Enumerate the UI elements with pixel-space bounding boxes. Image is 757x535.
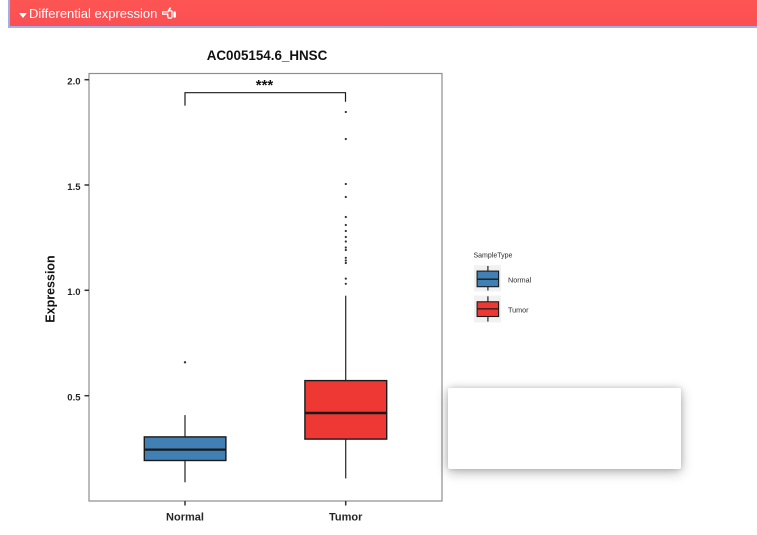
svg-text:2.0: 2.0 [67,77,80,88]
svg-text:***: *** [256,77,274,94]
svg-text:1.5: 1.5 [67,182,81,193]
svg-text:Tumor: Tumor [329,512,363,524]
svg-text:Normal: Normal [166,512,204,524]
svg-text:0.5: 0.5 [67,393,81,404]
svg-text:Normal: Normal [508,275,532,284]
svg-text:1.0: 1.0 [67,287,80,298]
svg-text:Expression: Expression [43,255,57,322]
svg-text:SampleType: SampleType [474,252,513,259]
svg-text:AC005154.6_HNSC: AC005154.6_HNSC [207,48,328,63]
svg-text:Tumor: Tumor [508,305,529,314]
